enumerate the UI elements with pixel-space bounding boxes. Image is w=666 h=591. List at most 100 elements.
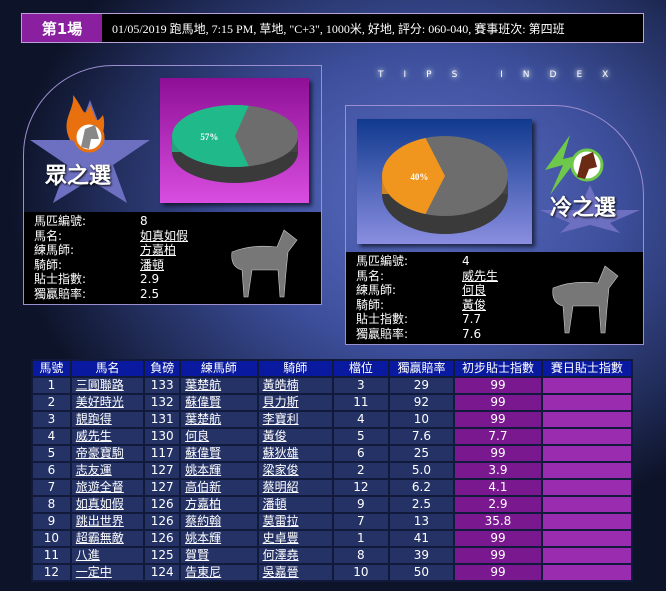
table-cell: 99 bbox=[455, 395, 541, 410]
jockey-link[interactable]: 史卓豐 bbox=[262, 531, 299, 545]
table-cell: 6 bbox=[33, 463, 70, 478]
info-link[interactable]: 何良 bbox=[462, 283, 487, 297]
trainer-link[interactable]: 何良 bbox=[185, 429, 210, 443]
pie-slice-highlight bbox=[171, 104, 249, 167]
table-cell bbox=[542, 378, 631, 393]
jockey-link[interactable]: 黃皓楠 bbox=[262, 378, 299, 392]
table-cell bbox=[542, 548, 631, 563]
horse-name-link[interactable]: 超霸無敵 bbox=[75, 531, 124, 545]
horse-name-link[interactable]: 旅遊全督 bbox=[75, 480, 124, 494]
table-cell: 12 bbox=[334, 480, 388, 495]
table-cell: 3.9 bbox=[455, 463, 541, 478]
table-row: 11 八進 125 賀賢 何澤堯 8 39 99 bbox=[33, 548, 631, 563]
horse-name-link[interactable]: 如真如假 bbox=[75, 497, 124, 511]
info-row: 騎師: 黃俊 bbox=[356, 298, 643, 313]
table-cell bbox=[542, 412, 631, 427]
table-cell bbox=[542, 463, 631, 478]
jockey-link[interactable]: 蘇狄雄 bbox=[262, 446, 299, 460]
horse-name-link[interactable]: 跳出世界 bbox=[75, 514, 124, 528]
info-link[interactable]: 威先生 bbox=[462, 268, 499, 283]
cell: 蘇偉賢 bbox=[181, 446, 257, 461]
cell: 志友運 bbox=[71, 463, 144, 478]
horse-name-link[interactable]: 八進 bbox=[75, 548, 100, 562]
horse-name-link[interactable]: 三圓聯路 bbox=[75, 378, 124, 392]
jockey-link[interactable]: 李寶利 bbox=[262, 412, 299, 426]
info-row: 練馬師: 方嘉柏 bbox=[34, 243, 321, 258]
table-cell: 29 bbox=[389, 378, 454, 393]
table-cell: 5.0 bbox=[389, 463, 454, 478]
jockey-link[interactable]: 黃俊 bbox=[262, 429, 287, 443]
column-header: 賽日貼士指數 bbox=[542, 361, 631, 376]
table-cell: 3 bbox=[334, 378, 388, 393]
table-cell: 5 bbox=[334, 429, 388, 444]
trainer-link[interactable]: 葉楚航 bbox=[185, 412, 222, 426]
info-value: 8 bbox=[140, 214, 148, 228]
info-label: 馬匹編號: bbox=[34, 214, 87, 228]
trainer-link[interactable]: 方嘉柏 bbox=[185, 497, 222, 511]
table-cell: 7 bbox=[33, 480, 70, 495]
table-row: 1 三圓聯路 133 葉楚航 黃皓楠 3 29 99 bbox=[33, 378, 631, 393]
table-cell: 4 bbox=[33, 429, 70, 444]
table-cell: 25 bbox=[389, 446, 454, 461]
info-label: 馬匹編號: bbox=[356, 254, 409, 268]
cell: 超霸無敵 bbox=[71, 531, 144, 546]
trainer-link[interactable]: 蘇偉賢 bbox=[185, 395, 222, 409]
table-cell: 99 bbox=[455, 531, 541, 546]
info-label: 練馬師: bbox=[356, 283, 397, 297]
trainer-link[interactable]: 告東尼 bbox=[185, 565, 222, 579]
jockey-link[interactable]: 貝力斯 bbox=[262, 395, 299, 409]
longshot-pick-panel bbox=[345, 105, 644, 345]
jockey-link[interactable]: 梁家俊 bbox=[262, 463, 299, 477]
info-link[interactable]: 方嘉柏 bbox=[140, 243, 177, 257]
horse-name-link[interactable]: 志友運 bbox=[75, 463, 112, 477]
jockey-link[interactable]: 吳嘉晉 bbox=[262, 565, 299, 579]
table-cell: 13 bbox=[389, 514, 454, 529]
table-cell: 4 bbox=[334, 412, 388, 427]
trainer-link[interactable]: 姚本輝 bbox=[185, 463, 222, 477]
column-header: 負磅 bbox=[145, 361, 180, 376]
cell: 跳出世界 bbox=[71, 514, 144, 529]
trainer-link[interactable]: 葉楚航 bbox=[185, 378, 222, 392]
cell: 帝豪寶駒 bbox=[71, 446, 144, 461]
horse-head-icon bbox=[577, 152, 597, 179]
table-cell: 99 bbox=[455, 446, 541, 461]
horse-name-link[interactable]: 美好時光 bbox=[75, 395, 124, 409]
horse-name-link[interactable]: 靚跑得 bbox=[75, 412, 112, 426]
table-cell: 10 bbox=[334, 565, 388, 580]
table-cell: 99 bbox=[455, 378, 541, 393]
info-row: 獨贏賠率: 2.5 bbox=[34, 287, 321, 302]
table-row: 9 跳出世界 126 蔡約翰 莫雷拉 7 13 35.8 bbox=[33, 514, 631, 529]
cell: 莫雷拉 bbox=[258, 514, 333, 529]
table-cell: 4.1 bbox=[455, 480, 541, 495]
info-label: 貼士指數: bbox=[34, 272, 87, 286]
info-link[interactable]: 黃俊 bbox=[462, 297, 487, 312]
jockey-link[interactable]: 莫雷拉 bbox=[262, 514, 299, 528]
table-cell bbox=[542, 480, 631, 495]
table-cell: 2.9 bbox=[455, 497, 541, 512]
jockey-link[interactable]: 蔡明紹 bbox=[262, 480, 299, 494]
jockey-link[interactable]: 何澤堯 bbox=[262, 548, 299, 562]
trainer-link[interactable]: 蘇偉賢 bbox=[185, 446, 222, 460]
table-cell bbox=[542, 497, 631, 512]
table-cell: 7 bbox=[334, 514, 388, 529]
table-cell: 99 bbox=[455, 565, 541, 580]
table-cell: 126 bbox=[145, 531, 180, 546]
table-cell: 92 bbox=[389, 395, 454, 410]
table-cell: 12 bbox=[33, 565, 70, 580]
horse-name-link[interactable]: 帝豪寶駒 bbox=[75, 446, 124, 460]
trainer-link[interactable]: 高伯新 bbox=[185, 480, 222, 494]
table-cell: 3 bbox=[33, 412, 70, 427]
jockey-link[interactable]: 潘頓 bbox=[262, 497, 287, 511]
trainer-link[interactable]: 蔡約翰 bbox=[185, 514, 222, 528]
info-link[interactable]: 如真如假 bbox=[140, 228, 189, 243]
horse-name-link[interactable]: 一定中 bbox=[75, 565, 112, 579]
cell: 李寶利 bbox=[258, 412, 333, 427]
info-row: 馬名: 如真如假 bbox=[34, 229, 321, 244]
trainer-link[interactable]: 賀賢 bbox=[185, 548, 210, 562]
info-link[interactable]: 潘頓 bbox=[140, 257, 165, 272]
table-cell: 2 bbox=[33, 395, 70, 410]
horse-name-link[interactable]: 威先生 bbox=[75, 429, 112, 443]
trainer-link[interactable]: 姚本輝 bbox=[185, 531, 222, 545]
cell: 方嘉柏 bbox=[181, 497, 257, 512]
longshot-pick-pie-chart: 40% bbox=[357, 119, 532, 244]
